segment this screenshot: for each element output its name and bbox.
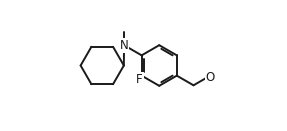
Text: F: F: [136, 73, 143, 86]
Text: O: O: [206, 71, 215, 84]
Text: N: N: [120, 39, 128, 52]
